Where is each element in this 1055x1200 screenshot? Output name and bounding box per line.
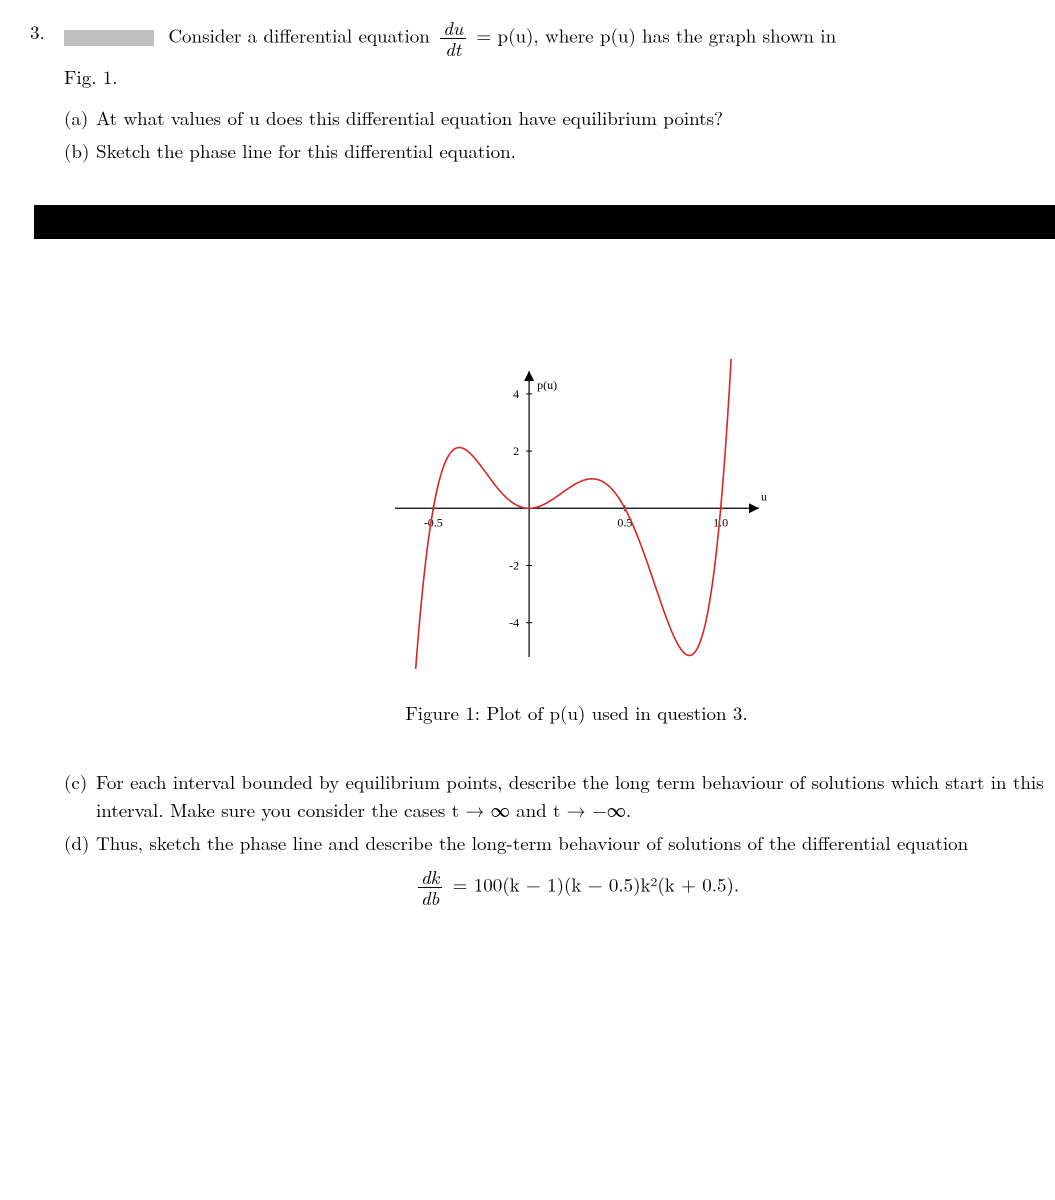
- intro-before: Consider a differential equation: [162, 22, 436, 49]
- svg-text:2: 2: [513, 444, 519, 458]
- intro-line: Consider a differential equation du dt =…: [64, 18, 1055, 59]
- svg-text:-2: -2: [509, 558, 519, 572]
- svg-text:4: 4: [513, 387, 519, 401]
- redaction-bar: [64, 30, 154, 46]
- part-d-text: Thus, sketch the phase line and describe…: [96, 829, 1055, 857]
- figure-plot: -0.50.51.0-4-224up(u): [377, 359, 777, 669]
- figure-wrapper: -0.50.51.0-4-224up(u): [64, 359, 1055, 669]
- equation-rhs: = 100(k − 1)(k − 0.5)k²(k + 0.5).: [446, 870, 739, 897]
- part-b-label: (b): [64, 137, 96, 165]
- svg-text:-0.5: -0.5: [423, 515, 442, 529]
- svg-text:u: u: [761, 489, 767, 503]
- part-a-text: At what values of u does this differenti…: [96, 104, 1055, 132]
- part-a-label: (a): [64, 104, 96, 132]
- frac-bot-db: db: [418, 887, 442, 908]
- part-d-label: (d): [64, 829, 96, 857]
- problem-number: 3.: [30, 18, 64, 45]
- subparts-cd: (c) For each interval bounded by equilib…: [64, 768, 1055, 857]
- intro-line2: Fig. 1.: [64, 63, 1055, 90]
- fraction-dk-db: dk db: [418, 867, 442, 908]
- part-b-text: Sketch the phase line for this different…: [96, 137, 1055, 165]
- black-separator-bar: [34, 205, 1055, 239]
- intro-after: = p(u), where p(u) has the graph shown i…: [470, 22, 836, 49]
- part-c-text: For each interval bounded by equilibrium…: [96, 768, 1055, 823]
- svg-text:-4: -4: [509, 616, 519, 630]
- subparts-ab: (a) At what values of u does this differ…: [64, 104, 1055, 165]
- equation-d: dk db = 100(k − 1)(k − 0.5)k²(k + 0.5).: [64, 867, 1055, 908]
- svg-text:p(u): p(u): [537, 378, 557, 392]
- fraction-du-dt: du dt: [440, 18, 466, 59]
- part-c-label: (c): [64, 768, 96, 796]
- svg-text:1.0: 1.0: [713, 515, 728, 529]
- frac-bot: dt: [440, 38, 466, 59]
- figure-caption: Figure 1: Plot of p(u) used in question …: [64, 699, 1055, 726]
